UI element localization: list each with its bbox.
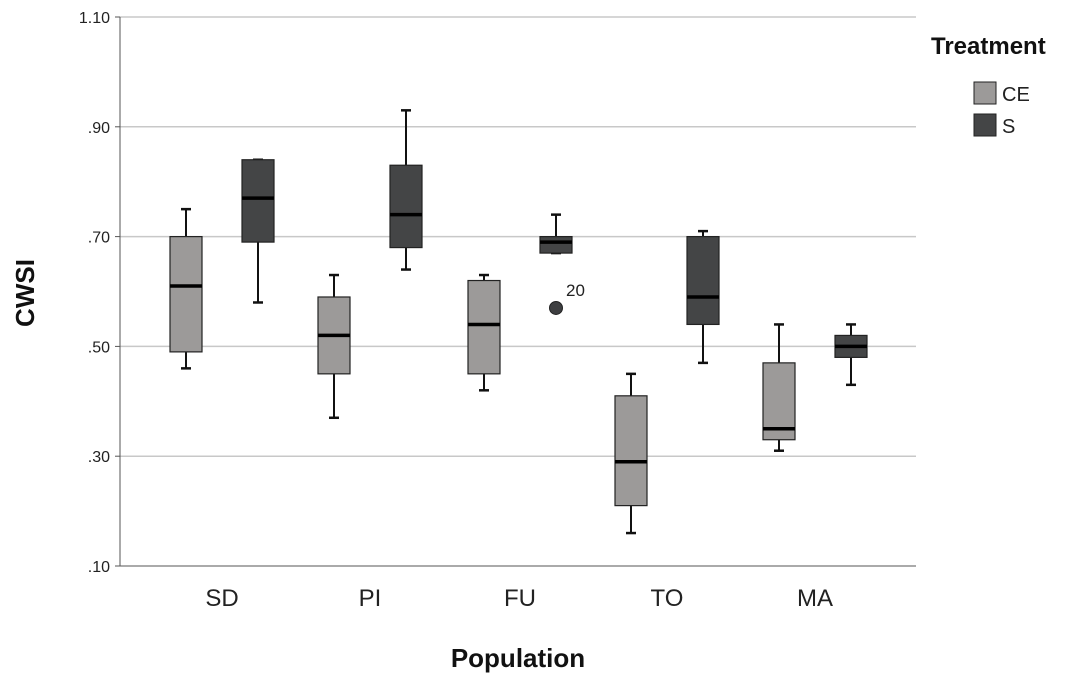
box-iqr	[241, 159, 275, 243]
y-tick-label: 1.10	[79, 10, 110, 27]
x-tick-label: MA	[797, 585, 833, 612]
axes	[115, 16, 916, 567]
x-tick-label: TO	[651, 585, 684, 612]
x-tick-label: SD	[205, 585, 238, 612]
box-CE-PI	[317, 273, 351, 420]
x-tick-labels: SD PI FU TO MA	[205, 585, 833, 612]
box-iqr	[539, 236, 573, 254]
box-iqr	[614, 395, 648, 507]
y-tick-label: .70	[88, 230, 110, 247]
legend-title: Treatment	[931, 33, 1046, 60]
x-tick-label: FU	[504, 585, 536, 612]
box-S-MA	[834, 323, 868, 387]
x-tick-label: PI	[359, 585, 382, 612]
legend-swatch-S	[973, 113, 997, 137]
box-iqr	[762, 362, 796, 441]
box-S-TO	[686, 229, 720, 365]
box-iqr	[467, 279, 501, 375]
outlier-point	[549, 300, 563, 315]
y-tick-labels: .10 .30 .50 .70 .90 1.10	[79, 10, 110, 576]
legend-swatch-CE	[973, 81, 997, 105]
outlier-label: 20	[566, 281, 585, 300]
box-S-FU: 20	[539, 213, 585, 315]
box-series: 20	[169, 109, 868, 535]
legend-label-CE: CE	[1002, 84, 1030, 106]
box-CE-SD	[169, 207, 203, 370]
box-iqr	[686, 236, 720, 326]
legend-label-S: S	[1002, 116, 1015, 138]
y-tick-label: .90	[88, 120, 110, 137]
box-CE-TO	[614, 372, 648, 535]
x-axis-title: Population	[451, 643, 585, 673]
box-CE-FU	[467, 273, 501, 392]
y-tick-label: .30	[88, 449, 110, 466]
box-CE-MA	[762, 323, 796, 452]
y-tick-label: .10	[88, 559, 110, 576]
box-S-PI	[389, 109, 423, 271]
box-iqr	[389, 164, 423, 249]
y-axis-title: CWSI	[10, 259, 40, 327]
box-iqr	[169, 236, 203, 353]
box-S-SD	[241, 158, 275, 304]
legend: Treatment CE S	[931, 33, 1046, 138]
y-tick-label: .50	[88, 339, 110, 356]
gridlines	[120, 16, 916, 457]
